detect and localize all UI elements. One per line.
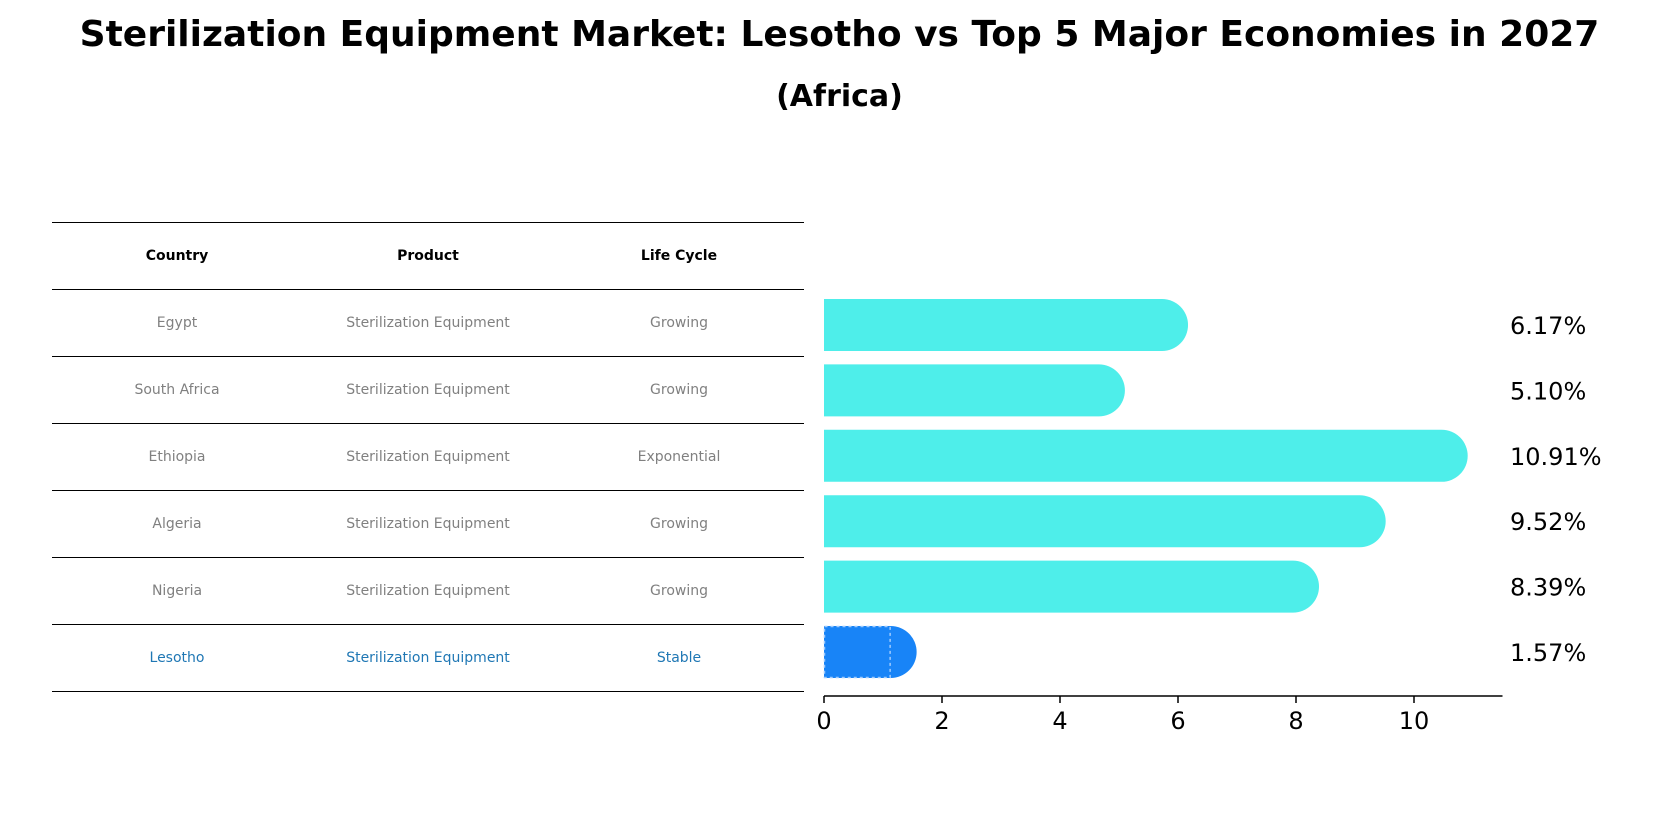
life-cycle-cell: Growing xyxy=(650,583,708,599)
product-cell: Sterilization Equipment xyxy=(346,382,510,398)
x-tick-label: 2 xyxy=(934,707,949,735)
product-cell: Sterilization Equipment xyxy=(346,449,510,465)
bar-hatch-outline xyxy=(823,625,891,679)
bar-value-label: 6.17% xyxy=(1510,312,1586,340)
x-tick-label: 6 xyxy=(1170,707,1185,735)
product-cell: Sterilization Equipment xyxy=(346,516,510,532)
country-cell: Algeria xyxy=(152,516,202,532)
table-row: South Africa Sterilization Equipment Gro… xyxy=(52,356,804,423)
table-row: Egypt Sterilization Equipment Growing xyxy=(52,289,804,356)
chart-subtitle: (Africa) xyxy=(776,79,903,114)
bar-value-label: 8.39% xyxy=(1510,574,1586,602)
bar xyxy=(824,560,1320,613)
bar-value-label: 9.52% xyxy=(1510,508,1586,536)
life-cycle-cell: Growing xyxy=(650,382,708,398)
table-header-row: Country Product Life Cycle xyxy=(52,222,804,289)
country-cell: Nigeria xyxy=(151,583,203,599)
x-tick-label: 10 xyxy=(1399,707,1430,735)
life-cycle-cell: Stable xyxy=(656,650,702,666)
country-cell: Egypt xyxy=(156,315,198,331)
chart-title: Sterilization Equipment Market: Lesotho … xyxy=(79,14,1600,55)
life-cycle-cell: Growing xyxy=(650,516,708,532)
header-life-cycle: Life Cycle xyxy=(640,248,718,264)
life-cycle-cell: Growing xyxy=(650,315,708,331)
x-tick-label: 8 xyxy=(1288,707,1303,735)
data-table: Country Product Life Cycle Egypt Sterili… xyxy=(52,222,804,692)
bar-value-label: 5.10% xyxy=(1510,377,1586,405)
bar-value-label: 1.57% xyxy=(1510,639,1586,667)
table-row: Nigeria Sterilization Equipment Growing xyxy=(52,557,804,624)
product-cell: Sterilization Equipment xyxy=(346,650,510,666)
bar xyxy=(824,429,1468,482)
table-row: Algeria Sterilization Equipment Growing xyxy=(52,490,804,557)
header-product: Product xyxy=(397,248,459,264)
product-cell: Sterilization Equipment xyxy=(346,583,510,599)
product-cell: Sterilization Equipment xyxy=(346,315,510,331)
country-cell: South Africa xyxy=(134,382,220,398)
bar xyxy=(824,364,1125,417)
bar-value-label: 10.91% xyxy=(1510,443,1602,471)
x-tick-label: 0 xyxy=(816,707,831,735)
bar xyxy=(824,626,917,678)
table-row-highlighted: Lesotho Sterilization Equipment Stable xyxy=(52,624,804,692)
life-cycle-cell: Exponential xyxy=(637,449,721,465)
country-cell: Ethiopia xyxy=(148,449,206,465)
bar xyxy=(824,299,1189,351)
bar xyxy=(824,495,1386,548)
country-cell: Lesotho xyxy=(149,650,205,666)
table-row: Ethiopia Sterilization Equipment Exponen… xyxy=(52,423,804,490)
header-country: Country xyxy=(145,248,209,264)
x-tick-label: 4 xyxy=(1052,707,1067,735)
